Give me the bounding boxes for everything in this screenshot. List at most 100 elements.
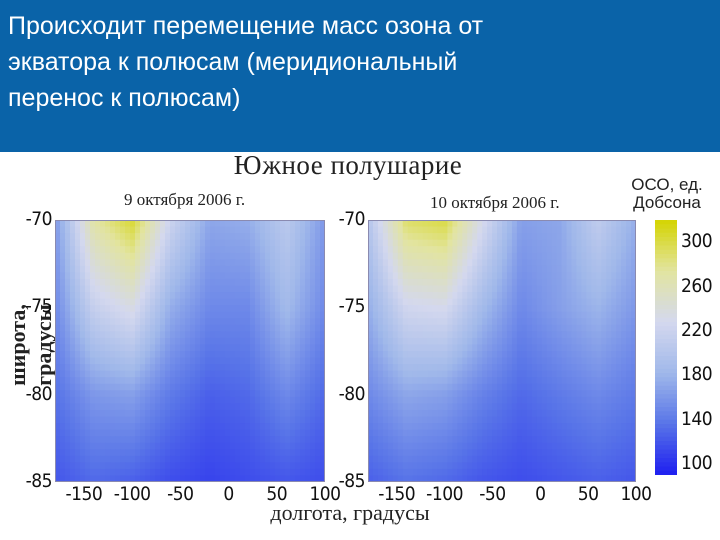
heatmap-cell [240, 383, 246, 391]
heatmap-cell [546, 233, 553, 241]
heatmap-cell [215, 292, 221, 300]
heatmap-cell [300, 239, 306, 247]
heatmap-cell [105, 390, 111, 398]
heatmap-cell [581, 285, 587, 293]
heatmap-cell [581, 337, 587, 346]
heatmap-cell [457, 396, 463, 404]
heatmap-cell [492, 442, 498, 450]
heatmap-cell [75, 246, 81, 254]
heatmap-cell [621, 383, 627, 391]
heatmap-cell [566, 475, 573, 482]
heatmap-cell [305, 233, 311, 241]
heatmap-cell [145, 305, 151, 313]
heatmap-cell [250, 442, 256, 450]
heatmap-cell [506, 272, 513, 280]
heatmap-cell [521, 220, 528, 228]
heatmap-cell [280, 351, 286, 359]
heatmap-cell [100, 318, 106, 326]
heatmap-cell [546, 468, 553, 477]
heatmap-cell [105, 311, 111, 319]
heatmap-cell [506, 226, 513, 234]
heatmap-cell [397, 436, 404, 444]
heatmap-cell [427, 259, 434, 267]
heatmap-cell [432, 265, 439, 273]
heatmap-cell [452, 311, 458, 319]
heatmap-cell [115, 357, 121, 365]
heatmap-cell [546, 442, 553, 450]
heatmap-cell [601, 331, 607, 339]
heatmap-cell [160, 278, 166, 287]
heatmap-cell [90, 220, 96, 228]
heatmap-cell [442, 423, 448, 431]
heatmap-cell [596, 220, 602, 228]
heatmap-cell [320, 344, 325, 352]
heatmap-cell [140, 259, 146, 267]
heatmap-cell [275, 455, 281, 463]
heatmap-cell [235, 455, 241, 463]
heatmap-cell [160, 305, 166, 313]
heatmap-cell [571, 311, 578, 319]
heatmap-cell [606, 377, 612, 385]
heatmap-cell [477, 416, 483, 424]
heatmap-cell [616, 220, 622, 228]
heatmap-cell [95, 423, 101, 431]
heatmap-cell [407, 311, 414, 319]
heatmap-cell [526, 436, 533, 444]
heatmap-cell [240, 455, 246, 463]
heatmap-cell [310, 409, 316, 418]
heatmap-cell [492, 259, 498, 267]
heatmap-cell [200, 416, 206, 424]
heatmap-cell [125, 442, 131, 450]
heatmap-cell [506, 265, 513, 273]
heatmap-cell [571, 226, 578, 234]
heatmap-cell [492, 305, 498, 313]
heatmap-cell [452, 436, 458, 444]
heatmap-cell [467, 442, 473, 450]
heatmap-cell [531, 252, 538, 260]
heatmap-cell [467, 423, 473, 431]
heatmap-cell [482, 423, 488, 431]
heatmap-cell [75, 318, 81, 326]
heatmap-cell [511, 423, 518, 431]
heatmap-cell [55, 423, 61, 431]
heatmap-cell [135, 311, 141, 319]
heatmap-cell [120, 449, 126, 457]
heatmap-cell [160, 370, 166, 378]
heatmap-cell [392, 403, 399, 411]
heatmap-cell [220, 423, 226, 431]
heatmap-cell [275, 233, 281, 241]
heatmap-cell [606, 370, 612, 378]
heatmap-cell [571, 298, 578, 306]
heatmap-cell [80, 357, 86, 365]
heatmap-cell [626, 292, 632, 300]
heatmap-cell [170, 390, 176, 398]
heatmap-cell [275, 318, 281, 326]
colorbar-swatch [655, 339, 677, 344]
colorbar-tick-label: 100 [681, 451, 713, 474]
heatmap-cell [626, 364, 632, 372]
heatmap-cell [442, 475, 448, 482]
heatmap-cell [447, 259, 453, 267]
heatmap-cell [482, 449, 488, 457]
heatmap-cell [300, 475, 306, 482]
heatmap-cell [150, 233, 156, 241]
heatmap-cell [140, 298, 146, 306]
heatmap-cell [130, 259, 136, 267]
heatmap-cell [315, 416, 321, 424]
heatmap-cell [511, 324, 518, 332]
heatmap-cell [502, 396, 508, 404]
heatmap-cell [130, 429, 136, 437]
heatmap-cell [462, 292, 468, 300]
heatmap-cell [407, 220, 414, 228]
heatmap-cell [452, 396, 458, 404]
heatmap-cell [300, 259, 306, 267]
heatmap-cell [571, 396, 578, 404]
heatmap-cell [185, 442, 191, 450]
heatmap-cell [432, 436, 439, 444]
heatmap-cell [497, 357, 503, 365]
heatmap-cell [422, 226, 429, 234]
heatmap-cell [130, 226, 136, 234]
heatmap-cell [60, 396, 66, 404]
heatmap-cell [432, 396, 439, 404]
heatmap-cell [586, 357, 592, 365]
